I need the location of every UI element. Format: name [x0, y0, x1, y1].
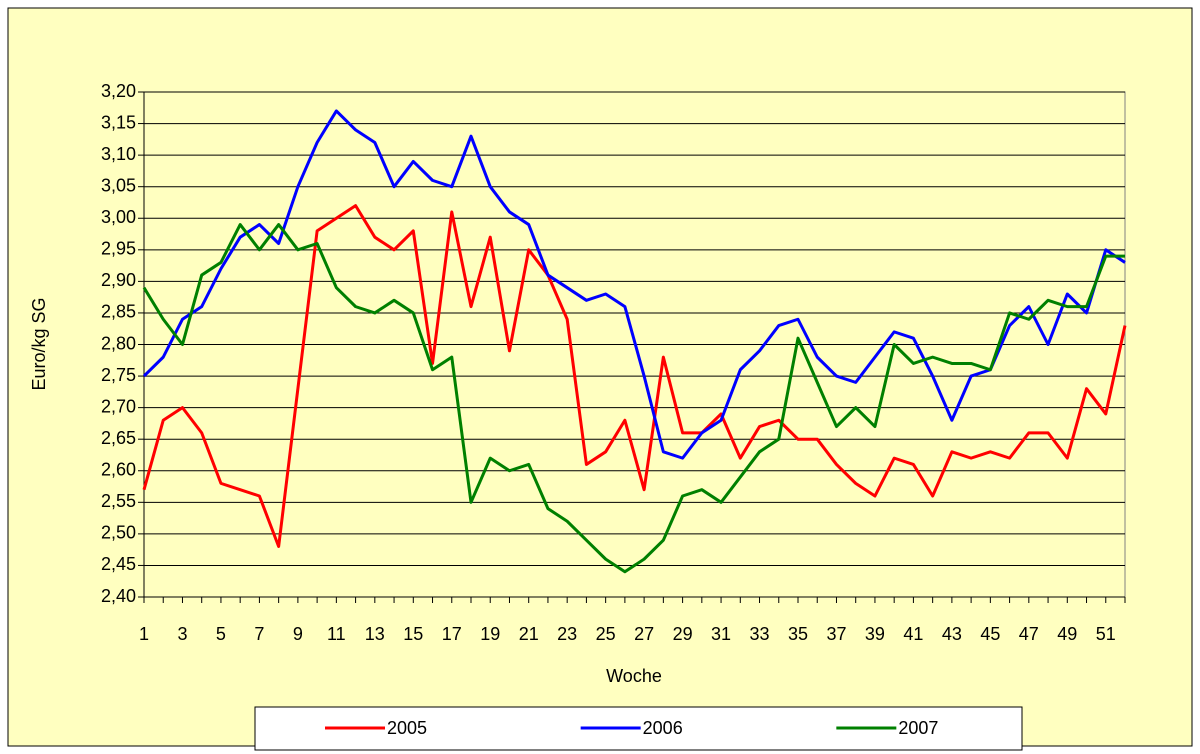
x-tick-label: 13 [365, 624, 385, 644]
x-tick-label: 1 [139, 624, 149, 644]
x-tick-label: 23 [557, 624, 577, 644]
series-line [142, 223, 1125, 574]
x-tick-label: 47 [1019, 624, 1039, 644]
x-tick-label: 33 [750, 624, 770, 644]
y-tick-label: 2,50 [101, 523, 136, 543]
y-tick-label: 2,65 [101, 428, 136, 448]
x-tick-label: 39 [865, 624, 885, 644]
y-tick-label: 3,20 [101, 81, 136, 101]
x-tick-label: 19 [480, 624, 500, 644]
x-tick-label: 3 [177, 624, 187, 644]
y-tick-label: 2,70 [101, 396, 136, 416]
x-tick-label: 29 [673, 624, 693, 644]
x-tick-label: 5 [216, 624, 226, 644]
x-tick-label: 43 [942, 624, 962, 644]
y-tick-label: 2,90 [101, 270, 136, 290]
chart-background [7, 7, 1193, 747]
y-tick-label: 3,10 [101, 144, 136, 164]
x-tick-label: 37 [826, 624, 846, 644]
x-tick-label: 21 [519, 624, 539, 644]
y-tick-label: 2,40 [101, 586, 136, 606]
x-tick-label: 41 [903, 624, 923, 644]
series-line [142, 109, 1126, 460]
x-tick-label: 49 [1057, 624, 1077, 644]
y-tick-label: 2,45 [101, 554, 136, 574]
legend-label: 2007 [898, 718, 938, 738]
y-tick-label: 2,75 [101, 365, 136, 385]
x-tick-label: 45 [980, 624, 1000, 644]
x-tick-label: 25 [596, 624, 616, 644]
x-tick-label: 7 [254, 624, 264, 644]
y-tick-label: 2,85 [101, 302, 136, 322]
x-tick-label: 11 [327, 624, 346, 644]
legend-label: 2006 [643, 718, 683, 738]
y-tick-label: 3,15 [101, 112, 136, 132]
y-tick-label: 2,55 [101, 491, 136, 511]
x-axis-title: Woche [606, 666, 662, 686]
x-tick-label: 15 [403, 624, 423, 644]
x-tick-label: 35 [788, 624, 808, 644]
y-tick-label: 2,95 [101, 239, 136, 259]
y-tick-label: 2,80 [101, 333, 136, 353]
y-tick-label: 3,05 [101, 175, 136, 195]
y-tick-label: 2,60 [101, 460, 136, 480]
x-tick-label: 27 [634, 624, 654, 644]
legend-label: 2005 [387, 718, 427, 738]
series-line [142, 204, 1127, 548]
y-axis-title: Euro/kg SG [29, 297, 49, 390]
x-tick-label: 31 [711, 624, 731, 644]
x-tick-label: 9 [293, 624, 303, 644]
x-tick-label: 51 [1096, 624, 1116, 644]
x-tick-label: 17 [442, 624, 462, 644]
y-tick-label: 3,00 [101, 207, 136, 227]
